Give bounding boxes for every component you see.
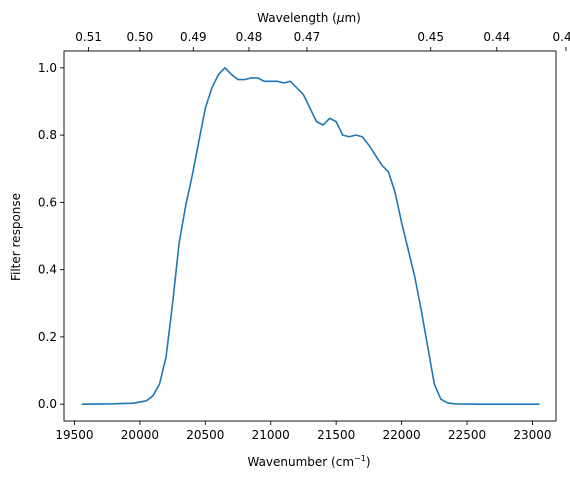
x-axis-label-sup: −1 (354, 454, 366, 463)
x-tick-label: 22000 (383, 428, 421, 442)
top-tick-label: 0.47 (294, 30, 321, 44)
top-tick-label: 0.50 (127, 30, 154, 44)
y-tick-label: 0.0 (38, 397, 57, 411)
top-tick-label: 0.49 (180, 30, 207, 44)
x-tick-label: 22500 (448, 428, 486, 442)
top-axis-label-prefix: Wavelength ( (257, 11, 337, 25)
x-tick-label: 20000 (121, 428, 159, 442)
y-tick-label: 0.8 (38, 128, 57, 142)
top-tick-label: 0.48 (236, 30, 263, 44)
top-axis-label-mu: μ (336, 11, 345, 25)
x-tick-label: 19500 (55, 428, 93, 442)
top-tick-label: 0.51 (75, 30, 102, 44)
y-axis-label: Filter response (9, 193, 23, 281)
y-tick-label: 1.0 (38, 61, 57, 75)
top-axis-label: Wavelength (μm) (257, 11, 361, 25)
y-tick-label: 0.2 (38, 330, 57, 344)
x-axis-label-main: Wavenumber (cm (247, 455, 354, 469)
top-tick-label: 0.44 (483, 30, 510, 44)
x-tick-label: 23000 (513, 428, 551, 442)
plot-frame (63, 50, 557, 422)
y-tick-label: 0.4 (38, 263, 57, 277)
plot-area: 19500 20000 20500 21000 21500 22000 22500 23000… (38, 30, 570, 442)
top-tick-label: 0.43 (553, 30, 570, 44)
filter-response-line (81, 67, 540, 405)
x-tick-label: 20500 (186, 428, 224, 442)
x-axis-label-close: ) (366, 455, 371, 469)
x-axis-label: Wavenumber (cm−1) (247, 454, 370, 469)
x-tick-label: 21500 (317, 428, 355, 442)
top-tick-label: 0.45 (417, 30, 444, 44)
y-tick-label: 0.6 (38, 195, 57, 209)
top-axis-label-suffix: m) (344, 11, 360, 25)
x-tick-label: 21000 (252, 428, 290, 442)
